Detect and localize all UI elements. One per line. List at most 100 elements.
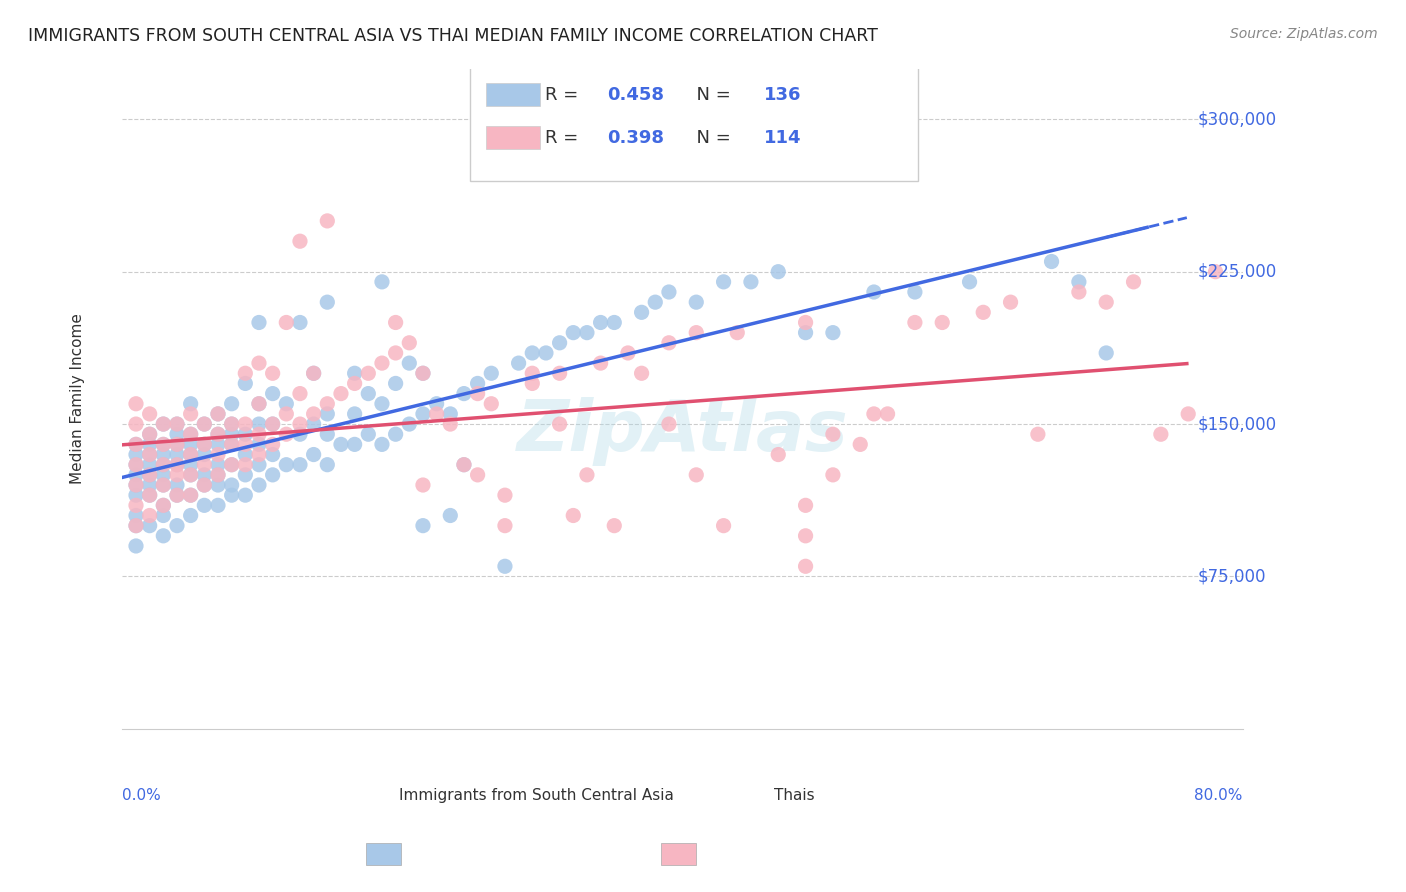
Point [316, 458, 339, 472]
Point [262, 467, 284, 482]
Point [371, 356, 394, 370]
Text: $150,000: $150,000 [1198, 415, 1277, 434]
Point [276, 427, 298, 442]
Point [221, 437, 243, 451]
Point [221, 417, 243, 431]
Point [343, 376, 366, 391]
Point [262, 386, 284, 401]
Point [316, 397, 339, 411]
Point [233, 467, 256, 482]
Point [207, 467, 229, 482]
Point [152, 437, 174, 451]
Point [152, 458, 174, 472]
Point [644, 295, 666, 310]
Point [180, 437, 202, 451]
Point [617, 346, 640, 360]
Point [262, 366, 284, 380]
Point [562, 508, 585, 523]
Point [166, 458, 188, 472]
Point [821, 467, 844, 482]
Point [658, 285, 681, 299]
Point [479, 397, 502, 411]
Point [152, 417, 174, 431]
Point [863, 285, 886, 299]
Point [288, 316, 311, 330]
Point [180, 488, 202, 502]
Point [794, 316, 817, 330]
Point [343, 437, 366, 451]
Point [152, 508, 174, 523]
Point [876, 407, 898, 421]
Point [384, 346, 406, 360]
Point [959, 275, 981, 289]
Point [221, 397, 243, 411]
Point [467, 376, 489, 391]
Point [508, 356, 530, 370]
Point [138, 508, 160, 523]
Text: 0.458: 0.458 [607, 86, 664, 104]
Point [207, 467, 229, 482]
Point [138, 427, 160, 442]
Point [494, 488, 516, 502]
Point [138, 478, 160, 492]
Point [207, 478, 229, 492]
Text: Immigrants from South Central Asia: Immigrants from South Central Asia [399, 789, 675, 804]
Point [1122, 275, 1144, 289]
Point [713, 275, 735, 289]
Point [233, 437, 256, 451]
Point [193, 478, 215, 492]
Point [412, 366, 434, 380]
Point [193, 499, 215, 513]
Point [821, 326, 844, 340]
Point [713, 518, 735, 533]
Text: $300,000: $300,000 [1198, 111, 1277, 128]
Point [685, 467, 707, 482]
Point [288, 458, 311, 472]
Point [193, 417, 215, 431]
Point [180, 448, 202, 462]
Point [152, 458, 174, 472]
Point [685, 295, 707, 310]
Point [152, 478, 174, 492]
Point [658, 335, 681, 350]
Point [125, 508, 148, 523]
Point [849, 437, 872, 451]
Point [1177, 407, 1199, 421]
Point [166, 437, 188, 451]
Point [138, 467, 160, 482]
Point [548, 417, 571, 431]
Point [152, 448, 174, 462]
Text: $225,000: $225,000 [1198, 262, 1277, 281]
Point [125, 437, 148, 451]
Point [233, 427, 256, 442]
Point [384, 316, 406, 330]
Point [125, 467, 148, 482]
Point [247, 448, 270, 462]
Point [247, 437, 270, 451]
Point [534, 346, 557, 360]
Point [221, 458, 243, 472]
Point [247, 397, 270, 411]
Point [371, 437, 394, 451]
Text: Source: ZipAtlas.com: Source: ZipAtlas.com [1230, 27, 1378, 41]
Point [794, 326, 817, 340]
Point [233, 458, 256, 472]
Point [384, 376, 406, 391]
Point [207, 437, 229, 451]
Point [494, 559, 516, 574]
Point [233, 488, 256, 502]
Point [125, 478, 148, 492]
Point [685, 326, 707, 340]
Point [548, 335, 571, 350]
Point [247, 478, 270, 492]
Point [589, 356, 612, 370]
Point [166, 417, 188, 431]
Point [1067, 275, 1090, 289]
Point [412, 478, 434, 492]
Text: 0.398: 0.398 [607, 128, 664, 147]
Point [166, 488, 188, 502]
Point [288, 427, 311, 442]
Point [603, 316, 626, 330]
Point [166, 478, 188, 492]
Point [575, 326, 598, 340]
